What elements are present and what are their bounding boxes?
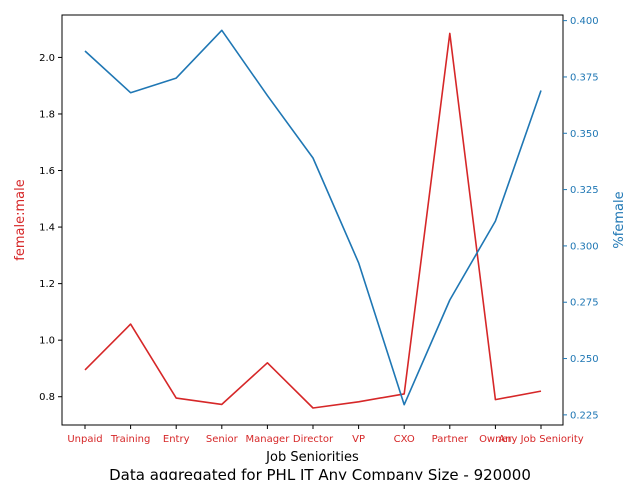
x-tick-label: VP [352,434,365,445]
percent-female-line [84,29,542,406]
x-tick-label: Training [110,434,150,445]
x-tick-label: Partner [432,434,469,445]
chart-caption: Data aggregated for PHL IT Any Company S… [109,466,531,480]
x-tick-label: Senior [206,434,239,445]
x-axis: Unpaid Training Entry Senior Manager Director… [67,425,584,445]
right-tick-label: 0.350 [570,129,599,140]
right-tick-label: 0.375 [570,72,599,83]
x-tick-label: CXO [394,434,415,445]
left-tick-label: 1.0 [39,336,55,347]
left-axis: 0.8 1.0 1.2 1.4 1.6 1.8 2.0 [39,53,62,403]
plot-frame [61,14,564,426]
right-axis-label: %female [612,191,627,248]
right-tick-label: 0.275 [570,298,599,309]
x-tick-label: Entry [163,434,190,445]
left-tick-label: 1.2 [39,279,55,290]
right-tick-label: 0.400 [570,16,599,27]
right-tick-label: 0.325 [570,185,599,196]
right-tick-label: 0.250 [570,354,599,365]
x-tick-label: Director [293,434,334,445]
right-axis: 0.225 0.250 0.275 0.300 0.325 0.350 0.375 0.400 [563,16,599,421]
x-axis-label: Job Seniorities [265,450,359,465]
left-tick-label: 1.6 [39,166,55,177]
female-male-ratio-line [84,32,542,409]
data-lines [84,29,542,409]
x-tick-label: Manager [245,434,290,445]
left-tick-label: 1.8 [39,109,55,120]
x-tick-label: Unpaid [67,434,102,445]
x-tick-label: Any Job Seniority [498,434,583,445]
left-tick-label: 1.4 [39,223,55,234]
right-tick-label: 0.225 [570,410,599,421]
left-tick-label: 0.8 [39,392,55,403]
left-axis-label: female:male [13,179,28,260]
right-tick-label: 0.300 [570,241,599,252]
x-tick-label: Owner [479,434,513,445]
left-tick-label: 2.0 [39,53,55,64]
